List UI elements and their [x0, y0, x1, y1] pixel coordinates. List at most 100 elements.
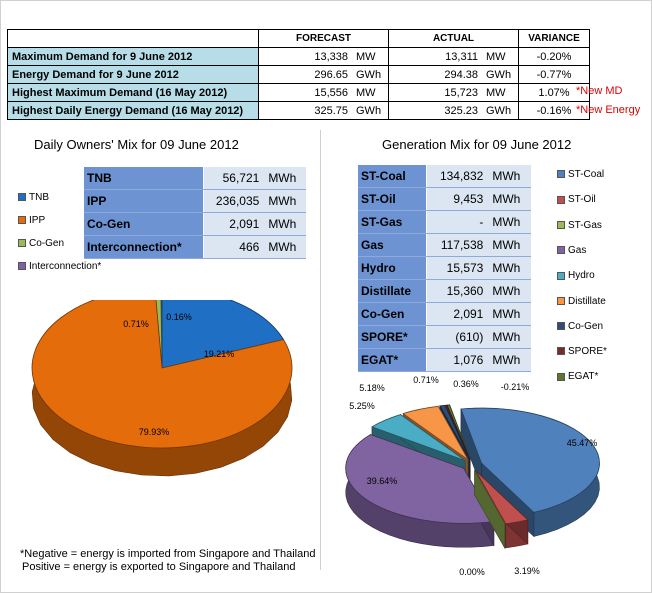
gen-unit: MWh: [486, 325, 531, 349]
note-new-energy: *New Energy: [576, 104, 641, 116]
summary-header-row: FORECAST ACTUAL VARIANCE: [7, 29, 590, 48]
gen-unit: MWh: [486, 256, 531, 280]
generation-pie-chart: 45.47% 3.19% 0.00% 39.64% 5.25% 5.18% 0.71% -0.…: [345, 375, 600, 577]
row-label: Energy Demand for 9 June 2012: [7, 65, 259, 84]
actual-value: 325.23: [388, 101, 482, 120]
data-label-st-gas: 0.00%: [459, 567, 485, 577]
data-label-co-gen: 0.71%: [413, 375, 439, 385]
legend-label: ST-Gas: [568, 219, 602, 231]
legend-swatch: [557, 296, 565, 305]
pie-slice-top: [439, 404, 471, 460]
gen-unit: MWh: [486, 348, 531, 372]
gen-unit: MWh: [486, 210, 531, 234]
legend-label: EGAT*: [568, 371, 599, 383]
pie-slice-gas: [345, 434, 495, 548]
legend-label: IPP: [29, 215, 46, 226]
summary-table: FORECAST ACTUAL VARIANCE Maximum Demand …: [7, 29, 590, 120]
owner-name: TNB: [84, 167, 204, 190]
gen-name: SPORE*: [358, 325, 427, 349]
summary-header-blank: [7, 29, 259, 48]
data-label-st-coal: 45.47%: [567, 438, 598, 448]
legend-item-st-gas: ST-Gas: [557, 220, 602, 231]
header-actual: ACTUAL: [388, 29, 519, 48]
pie-slice-top: [371, 414, 466, 461]
owners-mix-table: TNB 56,721 MWh IPP 236,035 MWh Co-Gen 2,…: [84, 167, 306, 259]
generation-row: Gas 117,538 MWh: [358, 233, 531, 257]
gen-value: 1,076: [426, 348, 487, 372]
legend-label: Hydro: [568, 270, 595, 282]
row-label: Highest Daily Energy Demand (16 May 2012…: [7, 101, 259, 120]
forecast-unit: MW: [352, 47, 389, 66]
generation-row: SPORE* (610) MWh: [358, 325, 531, 349]
legend-swatch: [557, 271, 565, 280]
owner-value: 56,721: [203, 167, 263, 190]
summary-row: Energy Demand for 9 June 2012 296.65 GWh…: [7, 65, 590, 84]
owner-unit: MWh: [262, 167, 306, 190]
legend-swatch: [557, 372, 565, 381]
forecast-unit: GWh: [352, 101, 389, 120]
generation-mix-title: Generation Mix for 09 June 2012: [382, 137, 572, 152]
legend-swatch: [18, 262, 26, 271]
gen-name: ST-Gas: [358, 210, 427, 234]
gen-unit: MWh: [486, 187, 531, 211]
legend-swatch: [557, 170, 565, 179]
variance-value: -0.77%: [518, 65, 590, 84]
gen-unit: MWh: [486, 165, 531, 188]
legend-swatch: [18, 239, 26, 248]
variance-value: -0.16%: [518, 101, 590, 120]
owners-legend: TNB IPP Co-Gen Interconnection*: [18, 192, 118, 282]
owner-value: 236,035: [203, 189, 263, 213]
legend-label: ST-Coal: [568, 169, 605, 180]
data-label-hydro: 5.25%: [349, 401, 375, 411]
legend-swatch: [557, 246, 565, 255]
summary-row: Highest Maximum Demand (16 May 2012) 15,…: [7, 83, 590, 102]
gen-value: (610): [426, 325, 487, 349]
gen-value: 134,832: [426, 165, 487, 188]
owners-row: TNB 56,721 MWh: [84, 167, 306, 190]
owner-unit: MWh: [262, 212, 306, 236]
legend-item-interconnection: Interconnection*: [18, 261, 101, 272]
generation-row: ST-Coal 134,832 MWh: [358, 165, 531, 188]
generation-mix-table: ST-Coal 134,832 MWh ST-Oil 9,453 MWh ST-Gas -…: [358, 165, 531, 372]
pie-slice-st-gas: [474, 469, 506, 550]
pie-slice-top: [460, 407, 600, 513]
owner-unit: MWh: [262, 235, 306, 259]
gen-name: Distillate: [358, 279, 427, 303]
generation-row: ST-Gas - MWh: [358, 210, 531, 234]
actual-unit: MW: [482, 47, 519, 66]
data-label-co-gen: 0.71%: [123, 319, 149, 329]
generation-row: Distillate 15,360 MWh: [358, 279, 531, 303]
row-label: Maximum Demand for 9 June 2012: [7, 47, 259, 66]
legend-swatch: [557, 195, 565, 204]
header-forecast: FORECAST: [258, 29, 389, 48]
legend-label: TNB: [29, 192, 49, 203]
note-new-md: *New MD: [576, 85, 623, 97]
generation-row: Hydro 15,573 MWh: [358, 256, 531, 280]
gen-unit: MWh: [486, 279, 531, 303]
data-label-interconnection: 0.16%: [166, 312, 192, 322]
forecast-value: 296.65: [258, 65, 352, 84]
gen-unit: MWh: [486, 233, 531, 257]
legend-label: Gas: [568, 244, 587, 256]
legend-item-hydro: Hydro: [557, 270, 595, 281]
generation-row: EGAT* 1,076 MWh: [358, 348, 531, 372]
footnote: *Negative = energy is imported from Sing…: [20, 548, 315, 574]
actual-value: 294.38: [388, 65, 482, 84]
actual-unit: GWh: [482, 65, 519, 84]
data-label-egat: 0.36%: [453, 379, 479, 389]
pie-slice-top: [31, 300, 293, 449]
owner-unit: MWh: [262, 189, 306, 213]
footnote-line-2: Positive = energy is exported to Singapo…: [22, 561, 296, 573]
data-label-distillate: 5.18%: [359, 383, 385, 393]
pie-slice-ipp: [31, 300, 293, 477]
forecast-value: 13,338: [258, 47, 352, 66]
legend-item-distillate: Distillate: [557, 296, 606, 307]
actual-unit: GWh: [482, 101, 519, 120]
generation-row: Co-Gen 2,091 MWh: [358, 302, 531, 326]
gen-name: EGAT*: [358, 348, 427, 372]
actual-value: 15,723: [388, 83, 482, 102]
data-label-spore: -0.21%: [501, 382, 530, 392]
footnote-line-1: *Negative = energy is imported from Sing…: [20, 548, 316, 560]
legend-item-co-gen: Co-Gen: [557, 321, 603, 332]
generation-row: ST-Oil 9,453 MWh: [358, 187, 531, 211]
